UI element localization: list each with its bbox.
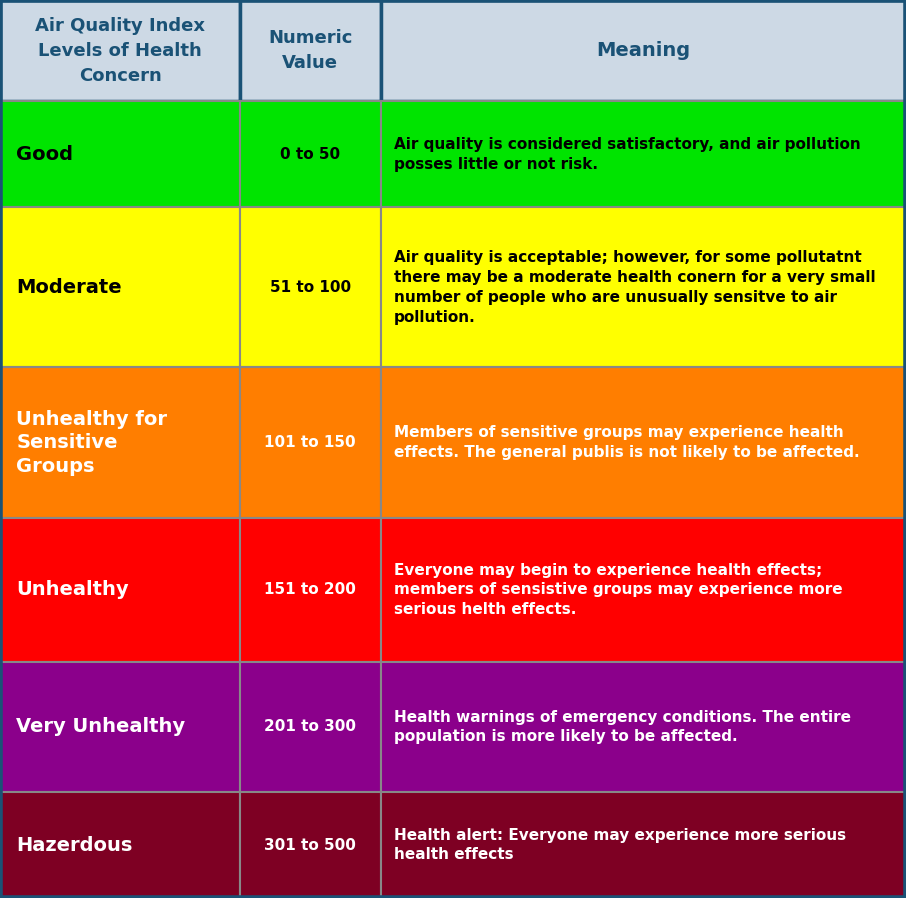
Bar — [381, 792, 906, 898]
Text: Everyone may begin to experience health effects;
members of sensistive groups ma: Everyone may begin to experience health … — [394, 563, 843, 617]
Text: Members of sensitive groups may experience health
effects. The general publis is: Members of sensitive groups may experien… — [394, 426, 860, 460]
Bar — [240, 367, 381, 518]
Text: 151 to 200: 151 to 200 — [265, 583, 356, 597]
Bar — [381, 518, 906, 662]
Text: 201 to 300: 201 to 300 — [265, 719, 356, 735]
Bar — [381, 207, 906, 367]
Text: Unhealthy for
Sensitive
Groups: Unhealthy for Sensitive Groups — [16, 409, 168, 476]
Bar — [0, 367, 240, 518]
Text: 0 to 50: 0 to 50 — [280, 147, 341, 162]
Text: Unhealthy: Unhealthy — [16, 580, 129, 600]
Bar — [240, 518, 381, 662]
Text: Very Unhealthy: Very Unhealthy — [16, 718, 186, 736]
Text: Hazerdous: Hazerdous — [16, 835, 132, 855]
Text: 51 to 100: 51 to 100 — [270, 280, 351, 295]
Bar — [0, 792, 240, 898]
Bar — [0, 662, 240, 792]
Bar — [0, 518, 240, 662]
Bar — [381, 0, 906, 101]
Text: Health warnings of emergency conditions. The entire
population is more likely to: Health warnings of emergency conditions.… — [394, 709, 851, 744]
Text: Moderate: Moderate — [16, 277, 122, 297]
Bar — [240, 0, 381, 101]
Bar — [240, 207, 381, 367]
Bar — [0, 0, 240, 101]
Text: Health alert: Everyone may experience more serious
health effects: Health alert: Everyone may experience mo… — [394, 828, 846, 862]
Text: Good: Good — [16, 145, 73, 164]
Bar — [240, 101, 381, 207]
Bar — [240, 792, 381, 898]
Text: 301 to 500: 301 to 500 — [265, 838, 356, 852]
Bar — [0, 207, 240, 367]
Bar — [381, 101, 906, 207]
Text: Air quality is considered satisfactory, and air pollution
posses little or not r: Air quality is considered satisfactory, … — [394, 137, 861, 172]
Text: 101 to 150: 101 to 150 — [265, 436, 356, 450]
Text: Numeric
Value: Numeric Value — [268, 30, 352, 72]
Text: Meaning: Meaning — [596, 41, 690, 60]
Bar — [381, 662, 906, 792]
Bar — [0, 101, 240, 207]
Text: Air Quality Index
Levels of Health
Concern: Air Quality Index Levels of Health Conce… — [35, 17, 205, 84]
Text: Air quality is acceptable; however, for some pollutatnt
there may be a moderate : Air quality is acceptable; however, for … — [394, 251, 876, 324]
Bar — [381, 367, 906, 518]
Bar — [240, 662, 381, 792]
